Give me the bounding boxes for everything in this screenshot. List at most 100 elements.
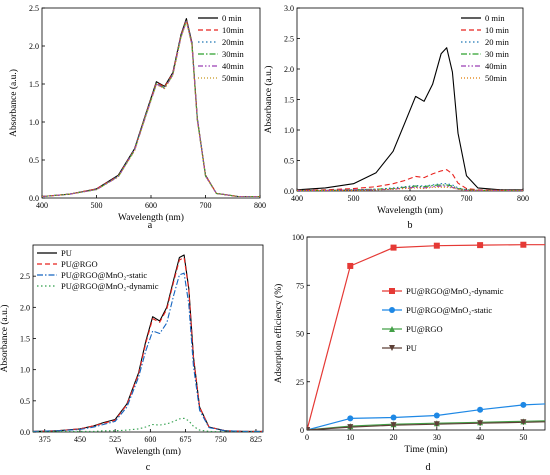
legend-label-2: PU@RGO@MnO₂-static xyxy=(61,270,147,280)
legend-label-5: 50min xyxy=(485,73,507,83)
y-axis-label: Absorbance (a.u.) xyxy=(0,305,10,373)
x-tick-label: 450 xyxy=(74,435,86,444)
data-point xyxy=(347,415,354,422)
legend-label-3: 30min xyxy=(222,49,244,59)
legend: 0 min 10min 20min 30min 40min 50min xyxy=(198,13,244,83)
panel-label: c xyxy=(146,462,151,473)
y-tick-label: 25 xyxy=(296,378,304,387)
legend-marker-3 xyxy=(389,345,395,351)
legend-marker-1 xyxy=(389,307,395,313)
series-line-3 xyxy=(307,421,545,430)
y-tick-label: 0.0 xyxy=(29,194,39,203)
x-tick-label: 30 xyxy=(433,433,441,442)
data-point xyxy=(433,412,440,419)
data-point xyxy=(433,242,440,249)
series-line-5 xyxy=(297,186,523,191)
y-tick-label: 1.0 xyxy=(29,118,39,127)
legend-label-3: PU xyxy=(406,343,417,353)
y-tick-label: 0.5 xyxy=(29,156,39,165)
data-point xyxy=(520,401,527,408)
legend-label-4: 40min xyxy=(222,61,244,71)
series-line-4 xyxy=(42,20,260,198)
series-line-0 xyxy=(297,47,523,191)
series-line-2 xyxy=(33,272,263,432)
legend-label-2: 20min xyxy=(222,37,244,47)
x-axis-label: Wavelength (nm) xyxy=(377,205,443,216)
y-tick-label: 1.0 xyxy=(284,126,294,135)
x-tick-label: 400 xyxy=(291,194,303,203)
y-tick-label: 100 xyxy=(292,233,304,242)
legend-label-5: 50min xyxy=(222,73,244,83)
y-tick-label: 1.5 xyxy=(284,96,294,105)
legend-label-0: PU xyxy=(61,248,72,258)
y-tick-label: 0 xyxy=(300,426,304,435)
y-axis-label: Absorbance (a.u.) xyxy=(263,66,274,134)
legend-label-0: PU@RGO@MnO₂-dynamic xyxy=(406,286,504,296)
data-point xyxy=(390,244,397,251)
x-tick-label: 700 xyxy=(461,194,473,203)
y-tick-label: 0.0 xyxy=(20,428,30,437)
data-point xyxy=(520,241,527,248)
y-tick-label: 0.0 xyxy=(284,187,294,196)
legend-label-3: PU@RGO@MnO₂-dynamic xyxy=(61,281,159,291)
x-tick-label: 40 xyxy=(476,433,484,442)
panel-label: a xyxy=(148,220,153,231)
chart-panel-d: 0 10 20 30 40 50 0 25 50 75 100 Time (min) Adsorptio… xyxy=(273,233,546,473)
x-tick-label: 500 xyxy=(91,201,103,210)
y-tick-label: 3.0 xyxy=(284,4,294,13)
y-tick-label: 2.5 xyxy=(284,35,294,44)
data-point xyxy=(390,422,397,429)
x-tick-label: 800 xyxy=(254,201,266,210)
series-line-1 xyxy=(33,256,263,432)
series-line-4 xyxy=(297,185,523,191)
legend-label-2: PU@RGO xyxy=(406,324,443,334)
x-tick-label: 600 xyxy=(145,201,157,210)
y-tick-label: 1.0 xyxy=(20,366,30,375)
legend-label-2: 20 min xyxy=(485,37,510,47)
x-tick-label: 0 xyxy=(305,433,309,442)
x-tick-label: 50 xyxy=(519,433,527,442)
chart-panel-a: 400 500 600 700 800 0.0 0.5 1.0 1.5 2.0 2.5 Wavelen… xyxy=(8,4,266,231)
legend-label-0: 0 min xyxy=(485,13,505,23)
legend-label-1: PU@RGO xyxy=(61,259,98,269)
data-point xyxy=(477,242,484,249)
data-point xyxy=(520,419,527,426)
data-point xyxy=(347,262,354,269)
data-point xyxy=(307,427,310,430)
x-tick-label: 400 xyxy=(36,201,48,210)
series-line-3 xyxy=(42,20,260,198)
y-tick-label: 2.5 xyxy=(20,272,30,281)
series-group xyxy=(297,47,523,191)
y-tick-label: 0.5 xyxy=(20,397,30,406)
legend-marker-2 xyxy=(389,326,395,332)
x-tick-label: 10 xyxy=(346,433,354,442)
x-tick-label: 825 xyxy=(250,435,262,444)
y-tick-label: 0.5 xyxy=(284,157,294,166)
legend-marker-0 xyxy=(389,288,395,294)
panel-label: d xyxy=(426,462,431,473)
y-tick-label: 2.5 xyxy=(29,4,39,13)
data-point xyxy=(477,406,484,413)
series-line-0 xyxy=(307,244,545,430)
x-tick-label: 675 xyxy=(180,435,192,444)
legend-label-3: 30 min xyxy=(485,49,510,59)
series-group xyxy=(42,18,260,198)
series-group xyxy=(33,254,263,432)
y-tick-label: 2.0 xyxy=(20,303,30,312)
x-tick-label: 800 xyxy=(517,194,529,203)
legend: PUPU@RGOPU@RGO@MnO₂-staticPU@RGO@MnO₂-dy… xyxy=(37,248,159,291)
panel-label: b xyxy=(408,220,413,231)
series-group xyxy=(307,241,545,430)
legend-label-1: 10min xyxy=(222,25,244,35)
data-point xyxy=(347,424,354,430)
y-axis-label: Absorbance (a.u.) xyxy=(8,69,19,137)
series-line-5 xyxy=(42,21,260,198)
data-point xyxy=(477,420,484,427)
legend-label-1: 10 min xyxy=(485,25,510,35)
legend: PU@RGO@MnO₂-dynamic PU@RGO@MnO₂-static PU@… xyxy=(382,286,504,353)
x-axis-label: Wavelength (nm) xyxy=(115,446,181,457)
x-tick-label: 500 xyxy=(348,194,360,203)
x-axis-label: Time (min) xyxy=(404,444,447,455)
y-tick-label: 2.0 xyxy=(284,65,294,74)
